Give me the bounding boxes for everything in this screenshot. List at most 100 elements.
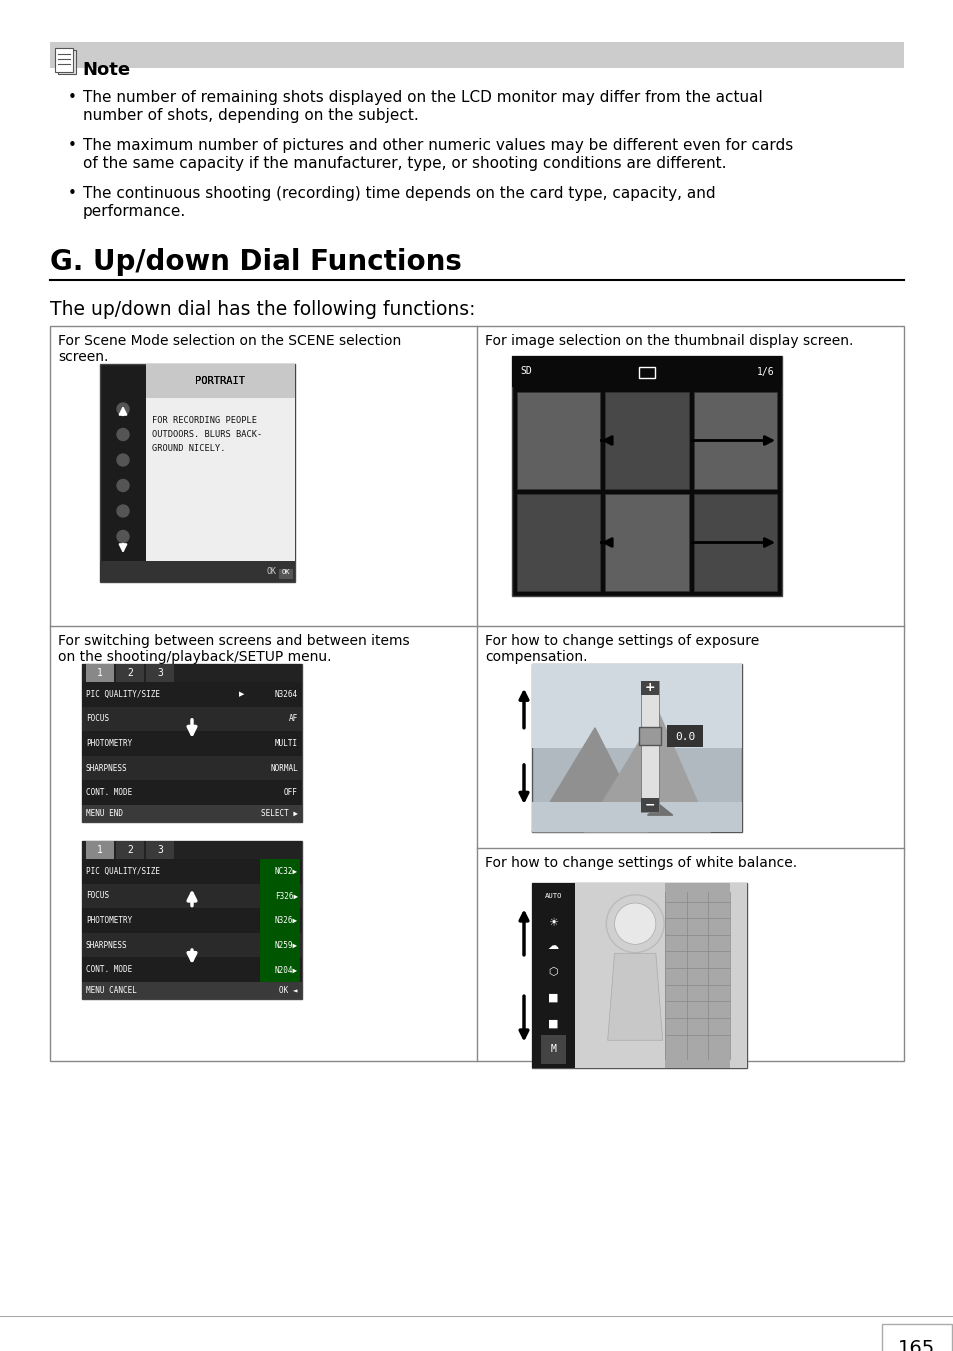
Text: NORMAL: NORMAL: [270, 763, 297, 773]
Bar: [532, 884, 575, 1069]
Bar: [100, 561, 294, 582]
Bar: [58, 50, 76, 74]
Text: ☁: ☁: [547, 940, 558, 951]
Text: G. Up/down Dial Functions: G. Up/down Dial Functions: [50, 249, 461, 276]
Bar: [82, 731, 302, 755]
Bar: [639, 727, 660, 744]
Text: 3: 3: [157, 844, 163, 855]
Text: N326▶: N326▶: [274, 916, 297, 925]
Bar: [664, 884, 729, 1069]
Bar: [640, 798, 659, 812]
Text: The maximum number of pictures and other numeric values may be different even fo: The maximum number of pictures and other…: [83, 138, 792, 153]
Bar: [693, 494, 776, 590]
Bar: [146, 363, 294, 399]
Text: PIC QUALITY/SIZE: PIC QUALITY/SIZE: [86, 690, 160, 698]
Text: ☀: ☀: [548, 919, 558, 928]
Bar: [82, 663, 302, 682]
Text: MENU CANCEL: MENU CANCEL: [86, 986, 136, 994]
Text: 1/6: 1/6: [756, 366, 773, 377]
Bar: [639, 366, 655, 377]
Text: 1: 1: [97, 844, 103, 855]
Text: N259▶: N259▶: [274, 940, 297, 950]
Text: OK: OK: [281, 569, 290, 574]
Text: 3: 3: [157, 667, 163, 678]
Text: For image selection on the thumbnail display screen.: For image selection on the thumbnail dis…: [484, 334, 853, 349]
Bar: [512, 357, 781, 596]
Bar: [82, 707, 302, 731]
Bar: [82, 884, 302, 908]
Polygon shape: [532, 728, 647, 832]
Circle shape: [117, 505, 129, 517]
Text: 0.0: 0.0: [675, 732, 695, 742]
Bar: [605, 494, 688, 590]
Text: AF: AF: [289, 715, 297, 723]
Bar: [82, 908, 302, 932]
Text: For how to change settings of white balance.: For how to change settings of white bala…: [484, 857, 797, 870]
Circle shape: [117, 480, 129, 492]
Bar: [86, 842, 113, 859]
Text: AUTO: AUTO: [544, 893, 561, 898]
Text: 1: 1: [97, 667, 103, 678]
Bar: [100, 363, 294, 582]
Bar: [260, 932, 299, 958]
Bar: [146, 363, 294, 399]
Bar: [82, 932, 302, 958]
Bar: [882, 1324, 951, 1351]
Text: PORTRAIT: PORTRAIT: [195, 376, 245, 386]
Text: screen.: screen.: [58, 350, 109, 363]
Bar: [278, 569, 293, 578]
Text: compensation.: compensation.: [484, 650, 587, 663]
Text: M: M: [550, 1044, 556, 1055]
Text: For Scene Mode selection on the SCENE selection: For Scene Mode selection on the SCENE se…: [58, 334, 401, 349]
Circle shape: [117, 428, 129, 440]
Bar: [693, 392, 776, 489]
Text: MULTI: MULTI: [274, 739, 297, 748]
Text: ⬡: ⬡: [548, 967, 558, 977]
Bar: [50, 42, 903, 68]
Bar: [82, 805, 302, 821]
Text: SHARPNESS: SHARPNESS: [86, 940, 128, 950]
Bar: [82, 842, 302, 859]
Bar: [260, 859, 299, 884]
Text: For switching between screens and between items: For switching between screens and betwee…: [58, 634, 409, 648]
Bar: [146, 663, 173, 682]
Bar: [86, 663, 113, 682]
Text: number of shots, depending on the subject.: number of shots, depending on the subjec…: [83, 108, 418, 123]
Text: ■: ■: [548, 1019, 558, 1028]
Polygon shape: [584, 711, 710, 832]
Bar: [146, 842, 173, 859]
Bar: [82, 663, 302, 821]
Text: PHOTOMETRY: PHOTOMETRY: [86, 739, 132, 748]
Bar: [532, 884, 746, 1069]
Bar: [605, 392, 688, 489]
Text: 165: 165: [898, 1339, 935, 1351]
Bar: [260, 908, 299, 932]
Text: •: •: [68, 138, 77, 153]
Bar: [517, 392, 599, 489]
Text: PHOTOMETRY: PHOTOMETRY: [86, 916, 132, 925]
Bar: [575, 884, 746, 1069]
Bar: [260, 884, 299, 908]
Bar: [82, 958, 302, 982]
Text: FOR RECORDING PEOPLE: FOR RECORDING PEOPLE: [152, 416, 256, 426]
Bar: [82, 682, 302, 707]
Circle shape: [117, 454, 129, 466]
Bar: [82, 982, 302, 998]
Circle shape: [117, 403, 129, 415]
Text: OFF: OFF: [284, 788, 297, 797]
Polygon shape: [607, 954, 662, 1040]
Text: of the same capacity if the manufacturer, type, or shooting conditions are diffe: of the same capacity if the manufacturer…: [83, 155, 726, 172]
Bar: [517, 494, 599, 590]
Text: SHARPNESS: SHARPNESS: [86, 763, 128, 773]
Bar: [666, 725, 702, 747]
Circle shape: [614, 902, 655, 944]
Bar: [640, 681, 659, 812]
Text: N204▶: N204▶: [274, 965, 297, 974]
Text: OUTDOORS. BLURS BACK-: OUTDOORS. BLURS BACK-: [152, 430, 262, 439]
Text: GROUND NICELY.: GROUND NICELY.: [152, 444, 225, 453]
Text: PORTRAIT: PORTRAIT: [195, 376, 245, 386]
Text: MENU END: MENU END: [86, 809, 123, 817]
Bar: [512, 357, 781, 386]
Text: on the shooting/playback/SETUP menu.: on the shooting/playback/SETUP menu.: [58, 650, 331, 663]
Text: The continuous shooting (recording) time depends on the card type, capacity, and: The continuous shooting (recording) time…: [83, 186, 715, 201]
